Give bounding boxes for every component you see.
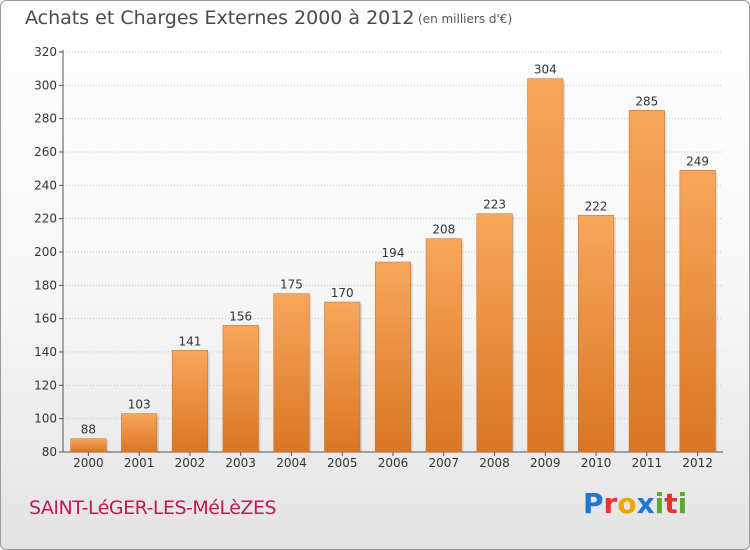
logo-letter: x <box>636 487 655 520</box>
bar <box>70 438 107 453</box>
x-tick-label: 2008 <box>479 456 510 470</box>
logo-letter: i <box>677 487 688 520</box>
data-label: 156 <box>229 309 252 323</box>
bar <box>374 261 412 453</box>
y-tick-label: 200 <box>34 245 57 259</box>
y-tick-label: 160 <box>34 312 57 326</box>
y-tick-label: 320 <box>34 45 57 59</box>
y-tick-label: 240 <box>34 178 57 192</box>
x-tick-label: 2003 <box>225 456 256 470</box>
logo-letter: o <box>617 487 637 520</box>
chart-title: Achats et Charges Externes 2000 à 2012 <box>25 7 415 29</box>
bar <box>476 213 513 453</box>
x-tick-label: 2002 <box>175 456 206 470</box>
bar <box>273 293 310 453</box>
data-label: 141 <box>178 334 201 348</box>
y-tick-label: 120 <box>34 378 57 392</box>
data-label: 175 <box>280 278 303 292</box>
data-label: 222 <box>585 199 608 213</box>
bar <box>425 238 462 453</box>
y-tick-label: 140 <box>34 345 57 359</box>
data-label: 103 <box>128 398 151 412</box>
x-tick-label: 2001 <box>124 456 155 470</box>
data-label: 304 <box>534 63 557 77</box>
x-tick-label: 2000 <box>73 456 104 470</box>
y-tick-label: 260 <box>34 145 57 159</box>
data-label: 223 <box>483 198 506 212</box>
logo-letter: r <box>603 487 618 520</box>
chart-subtitle: (en milliers d'€) <box>418 12 513 26</box>
data-label: 249 <box>686 154 709 168</box>
x-tick-label: 2009 <box>530 456 561 470</box>
x-tick-label: 2005 <box>327 456 358 470</box>
data-label: 88 <box>81 423 96 437</box>
data-label: 208 <box>432 223 455 237</box>
bar <box>679 170 716 453</box>
bar <box>171 350 208 453</box>
y-tick-label: 180 <box>34 278 57 292</box>
proxiti-logo: Proxiti <box>583 487 687 520</box>
logo-letter: i <box>654 487 665 520</box>
x-tick-label: 2007 <box>428 456 459 470</box>
data-label: 194 <box>382 246 405 260</box>
bar <box>222 325 259 453</box>
x-tick-label: 2006 <box>378 456 409 470</box>
y-tick-label: 300 <box>34 78 57 92</box>
bar <box>578 215 615 453</box>
y-tick-label: 80 <box>42 445 57 459</box>
bar <box>628 110 665 453</box>
bar <box>324 301 361 453</box>
place-name: SAINT-LéGER-LES-MéLèZES <box>29 497 277 519</box>
x-tick-label: 2004 <box>276 456 307 470</box>
data-label: 285 <box>635 94 658 108</box>
y-tick-label: 280 <box>34 112 57 126</box>
logo-letter: t <box>664 487 678 520</box>
bar <box>121 413 158 453</box>
x-tick-label: 2012 <box>682 456 713 470</box>
x-tick-label: 2011 <box>632 456 663 470</box>
bar <box>527 78 564 453</box>
y-tick-label: 220 <box>34 212 57 226</box>
y-tick-label: 100 <box>34 412 57 426</box>
logo-letter: P <box>583 487 604 520</box>
x-tick-label: 2010 <box>581 456 612 470</box>
data-label: 170 <box>331 286 354 300</box>
